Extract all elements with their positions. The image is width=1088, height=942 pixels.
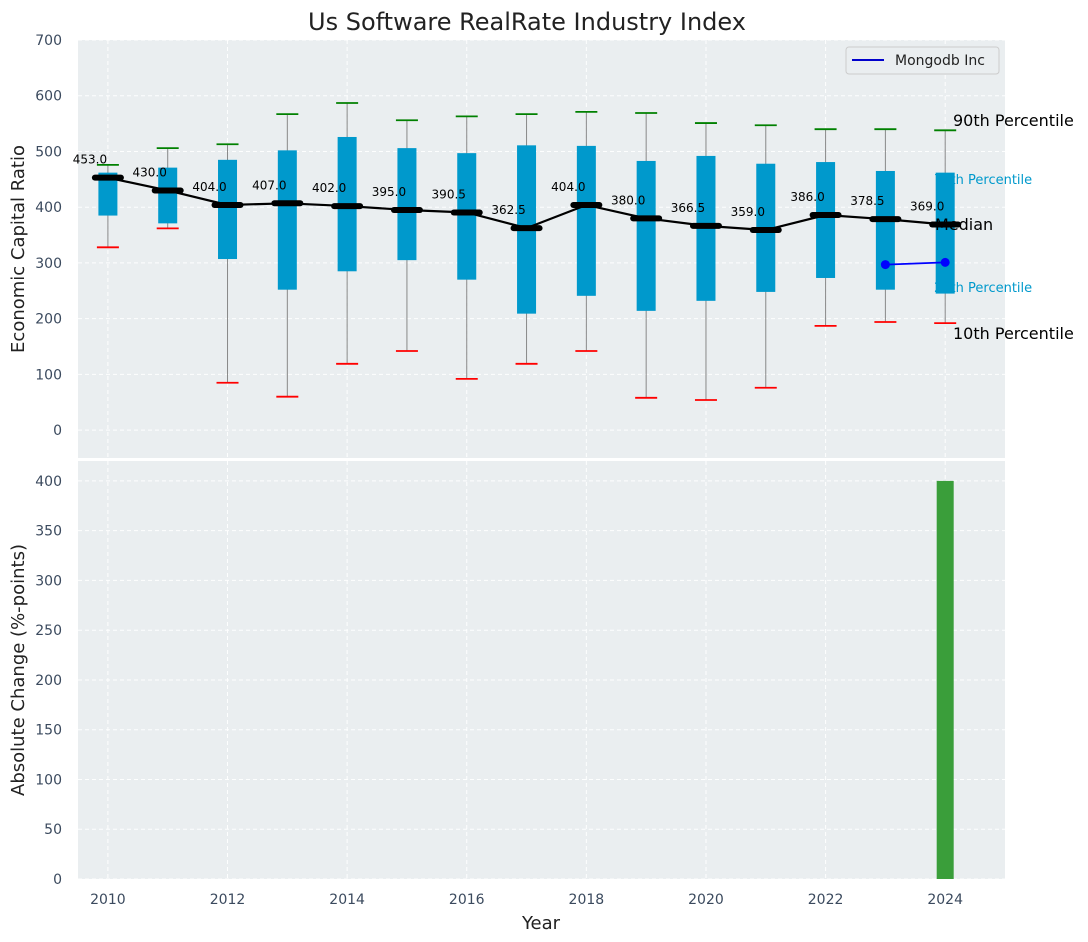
- bottom-y-tick-label: 400: [35, 474, 62, 490]
- median-value-label: 430.0: [133, 165, 167, 179]
- legend-box: [845, 46, 1000, 75]
- legend-entry: Mongodb Inc: [895, 53, 985, 69]
- top-y-tick-label: 600: [35, 89, 62, 105]
- company-point: [880, 260, 890, 270]
- bottom-y-tick-label: 150: [35, 723, 62, 739]
- bottom-y-tick-label: 300: [35, 573, 62, 589]
- bottom-y-axis-label: Absolute Change (%-points): [8, 544, 29, 796]
- top-y-axis-label: Economic Capital Ratio: [8, 145, 29, 353]
- iqr-box: [218, 159, 238, 260]
- top-boxes: [96, 102, 957, 401]
- top-y-tick-label: 200: [35, 312, 62, 328]
- x-tick-label: 2020: [688, 892, 724, 908]
- bottom-y-tick-label: 50: [44, 822, 62, 838]
- iqr-box: [158, 167, 178, 224]
- iqr-box: [636, 160, 656, 311]
- top-y-tick-label: 500: [35, 144, 62, 160]
- bottom-y-tick-label: 0: [53, 872, 62, 888]
- iqr-box: [397, 148, 417, 261]
- x-ticks: 2010 2012 2014 2016 2018 2020 2022 2024: [90, 892, 963, 908]
- iqr-box: [875, 170, 895, 290]
- bottom-y-tick-label: 200: [35, 673, 62, 689]
- x-tick-label: 2010: [90, 892, 126, 908]
- median-value-label: 369.0: [910, 199, 944, 213]
- median-value-label: 402.0: [312, 181, 346, 195]
- legend: Mongodb Inc: [845, 46, 1000, 75]
- median-value-label: 395.0: [372, 185, 406, 199]
- median-value-label: 359.0: [731, 205, 765, 219]
- p10-annotation: 10th Percentile: [953, 324, 1074, 343]
- p25-annotation: 25th Percentile: [934, 281, 1032, 296]
- top-y-tick-label: 100: [35, 367, 62, 383]
- bottom-panel-background: [78, 461, 1005, 879]
- top-y-ticks: 0 100 200 300 400 500 600 700: [35, 33, 62, 439]
- median-value-label: 404.0: [192, 180, 226, 194]
- x-tick-label: 2018: [569, 892, 605, 908]
- median-value-label: 386.0: [790, 190, 824, 204]
- company-line: [885, 261, 946, 266]
- x-tick-label: 2012: [210, 892, 246, 908]
- x-tick-label: 2022: [808, 892, 844, 908]
- median-value-label: 453.0: [73, 153, 107, 167]
- bottom-y-tick-label: 350: [35, 524, 62, 540]
- iqr-box: [457, 153, 477, 280]
- x-tick-label: 2016: [449, 892, 485, 908]
- median-annotation: Median: [935, 215, 993, 234]
- bottom-y-tick-label: 100: [35, 772, 62, 788]
- median-value-label: 380.0: [611, 193, 645, 207]
- median-value-label: 404.0: [551, 180, 585, 194]
- percentile-labels: 90th Percentile 75th Percentile Median 2…: [934, 111, 1074, 343]
- bottom-y-tick-label: 250: [35, 623, 62, 639]
- bottom-bars: [936, 480, 954, 879]
- x-tick-label: 2014: [329, 892, 365, 908]
- bottom-y-ticks: 0 50 100 150 200 250 300 350 400: [35, 474, 62, 888]
- top-y-tick-label: 400: [35, 200, 62, 216]
- median-value-label: 378.5: [850, 194, 884, 208]
- bottom-grid: [78, 461, 1005, 880]
- median-value-label: 390.5: [432, 187, 466, 201]
- change-bar: [936, 480, 954, 879]
- iqr-box: [576, 145, 596, 296]
- x-axis-label: Year: [521, 913, 561, 934]
- median-value-label: 366.5: [671, 201, 705, 215]
- top-y-tick-label: 0: [53, 423, 62, 439]
- top-panel-background: [78, 40, 1005, 458]
- company-point: [940, 257, 950, 267]
- median-labels: 453.0 430.0 404.0 407.0 402.0 395.0 390.5 362.5…: [73, 153, 945, 219]
- iqr-box: [98, 172, 118, 216]
- iqr-box: [277, 150, 297, 290]
- company-series-group: [880, 257, 950, 270]
- median-line-group: [91, 174, 962, 234]
- iqr-box: [816, 162, 836, 278]
- p90-annotation: 90th Percentile: [953, 111, 1074, 130]
- median-value-label: 362.5: [491, 203, 525, 217]
- p75-annotation: 75th Percentile: [934, 173, 1032, 188]
- x-tick-label: 2024: [927, 892, 963, 908]
- top-y-tick-label: 300: [35, 256, 62, 272]
- chart-title: Us Software RealRate Industry Index: [308, 8, 746, 36]
- top-y-tick-label: 700: [35, 33, 62, 49]
- median-value-label: 407.0: [252, 178, 286, 192]
